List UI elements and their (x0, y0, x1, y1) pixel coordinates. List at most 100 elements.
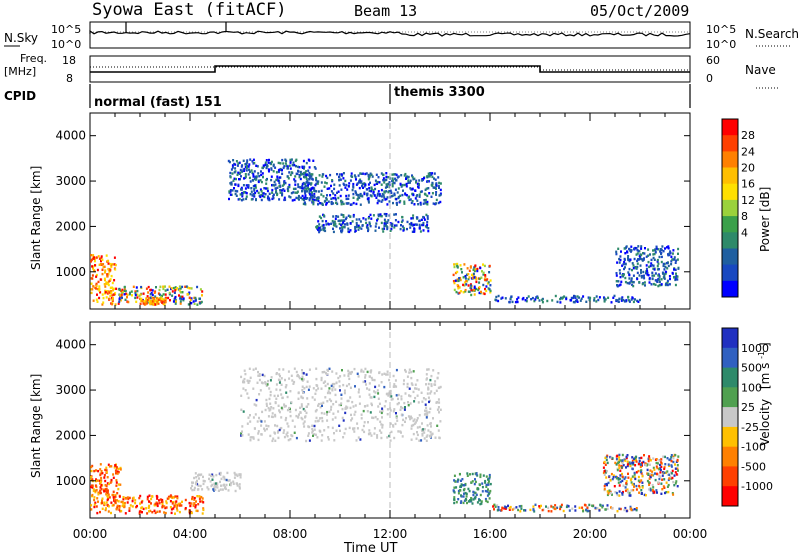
range-cell (126, 496, 129, 499)
range-cell (631, 268, 633, 272)
range-cell (556, 300, 559, 304)
range-cell (676, 464, 679, 467)
range-cell (116, 472, 119, 475)
range-cell (292, 191, 295, 194)
range-cell (463, 284, 466, 287)
range-cell (414, 383, 417, 386)
range-cell (121, 504, 124, 508)
range-cell (316, 419, 319, 423)
cpid-program-1: normal (fast) 151 (94, 95, 222, 110)
frequency-panel: Freq. [MHz] 18 8 60 0 Nave (4, 52, 780, 89)
range-cell (279, 374, 281, 378)
range-cell (134, 292, 137, 295)
range-cell (120, 289, 123, 293)
range-cell (123, 505, 126, 509)
range-cell (193, 302, 196, 305)
range-cell (425, 383, 427, 386)
range-cell (636, 259, 639, 263)
range-cell (496, 504, 499, 507)
range-cell (658, 255, 661, 259)
range-cell (338, 179, 341, 182)
range-cell (667, 264, 670, 268)
range-cell (132, 497, 135, 500)
range-cell (387, 394, 390, 397)
range-cell (121, 288, 124, 292)
range-cell (254, 175, 257, 178)
range-cell (345, 405, 348, 408)
range-cell (106, 273, 109, 276)
range-cell (666, 246, 668, 249)
range-cell (335, 215, 338, 218)
range-cell (654, 472, 656, 475)
range-cell (410, 427, 413, 430)
range-cell (284, 181, 287, 185)
range-cell (363, 192, 366, 196)
range-cell (586, 506, 589, 510)
range-cell (407, 401, 409, 404)
range-cell (380, 423, 383, 426)
range-cell (413, 227, 416, 230)
range-cell (272, 194, 275, 198)
range-cell (663, 268, 666, 271)
range-cell (272, 196, 275, 200)
range-cell (153, 297, 156, 301)
range-cell (316, 436, 319, 439)
range-cell (128, 509, 131, 512)
range-cell (278, 373, 281, 376)
range-cell (175, 500, 178, 503)
range-cell (166, 497, 169, 500)
range-cell (96, 497, 99, 500)
range-cell (487, 488, 489, 491)
range-cell (497, 506, 500, 509)
range-cell (652, 282, 655, 286)
range-cell (302, 202, 305, 206)
range-cell (666, 485, 669, 488)
range-cell (462, 495, 465, 498)
range-cell (536, 295, 539, 298)
range-cell (663, 274, 666, 278)
range-cell (629, 505, 632, 509)
range-cell (296, 191, 299, 194)
range-cell (423, 199, 426, 202)
range-cell (616, 285, 619, 288)
range-cell (286, 395, 289, 399)
range-cell (196, 495, 199, 498)
range-cell (473, 288, 475, 292)
range-cell (395, 224, 398, 227)
range-cell (268, 397, 271, 401)
range-cell (339, 429, 341, 432)
range-cell (401, 216, 404, 219)
range-cell (100, 259, 102, 263)
range-cell (365, 221, 368, 225)
range-cell (466, 472, 469, 475)
range-cell (196, 285, 199, 289)
range-cell (459, 278, 462, 282)
range-cell (320, 189, 323, 193)
range-cell (399, 194, 402, 197)
range-cell (106, 496, 109, 499)
range-cell (181, 285, 184, 289)
range-cell (105, 490, 108, 493)
range-cell (290, 191, 293, 195)
y-tick-label: 3000 (55, 174, 86, 188)
range-cell (338, 380, 341, 383)
range-cell (335, 381, 338, 385)
range-cell (381, 227, 384, 231)
range-cell (257, 191, 260, 194)
colorbar-segment (722, 446, 738, 467)
range-cell (391, 194, 394, 197)
range-cell (103, 490, 106, 493)
range-cell (321, 175, 324, 178)
range-cell (342, 202, 345, 206)
range-cell (281, 192, 284, 195)
range-cell (386, 203, 389, 206)
range-cell (301, 375, 304, 378)
range-cell (202, 475, 204, 479)
range-cell (342, 383, 345, 387)
range-cell (635, 488, 638, 491)
range-cell (378, 199, 381, 203)
range-cell (301, 184, 304, 188)
range-cell (456, 262, 459, 266)
range-cell (298, 195, 300, 198)
range-cell (421, 434, 424, 437)
